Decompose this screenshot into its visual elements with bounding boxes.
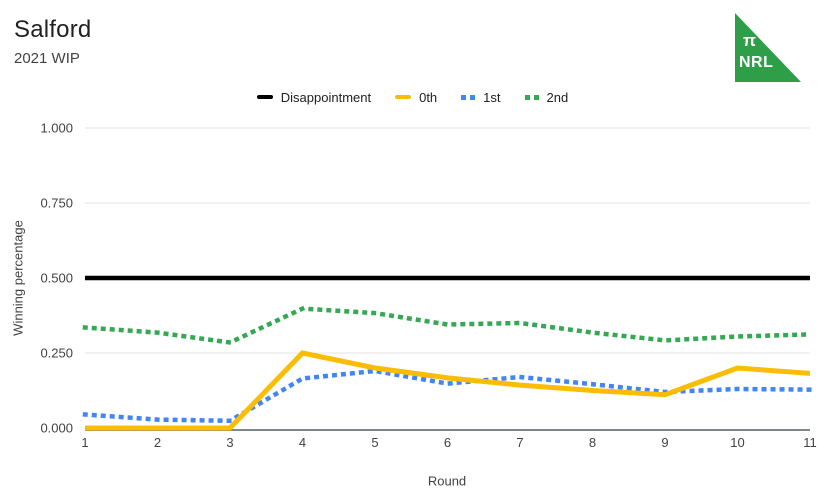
legend-label: 1st <box>483 89 501 105</box>
series-line-2nd <box>82 306 813 345</box>
chart-subtitle: 2021 WIP <box>14 50 80 67</box>
legend-swatch-1st <box>461 94 476 100</box>
legend: Disappointment 0th 1st 2nd <box>0 88 825 106</box>
y-axis-label: Winning percentage <box>10 220 26 336</box>
x-tick-label: 3 <box>226 435 233 450</box>
pi-symbol: π <box>743 31 757 50</box>
x-tick-label: 8 <box>589 435 596 450</box>
x-axis-label: Round <box>427 473 467 489</box>
x-tick-label: 9 <box>661 435 668 450</box>
series-line-0th <box>85 350 811 431</box>
x-tick-label: 11 <box>803 435 817 450</box>
legend-label: 0th <box>419 89 438 105</box>
y-tick-label: 0.500 <box>40 271 73 286</box>
x-tick-label: 5 <box>371 435 378 450</box>
legend-swatch-disappointment <box>256 94 273 100</box>
logo-text: NRL <box>739 54 774 71</box>
x-tick-label: 7 <box>516 435 523 450</box>
x-tick-label: 4 <box>299 435 306 450</box>
x-tick-label: 1 <box>81 435 88 450</box>
legend-swatch-0th <box>395 94 412 100</box>
legend-swatch-2nd <box>524 94 539 100</box>
y-tick-label: 0.000 <box>40 421 73 436</box>
chart-title: Salford <box>14 16 92 43</box>
y-tick-label: 1.000 <box>40 121 73 136</box>
legend-label: 2nd <box>546 89 569 105</box>
x-tick-label: 6 <box>444 435 451 450</box>
legend-item-0th: 0th <box>395 90 437 105</box>
pythagonrl-logo: π NRL <box>735 13 801 82</box>
x-tick-label: 2 <box>154 435 161 450</box>
legend-label: Disappointment <box>280 89 372 105</box>
y-tick-label: 0.250 <box>40 346 73 361</box>
x-tick-label: 10 <box>730 435 744 450</box>
legend-item-1st: 1st <box>461 89 501 105</box>
legend-item-2nd: 2nd <box>524 89 569 105</box>
y-tick-label: 0.750 <box>40 196 73 211</box>
legend-item-disappointment: Disappointment <box>256 89 372 105</box>
